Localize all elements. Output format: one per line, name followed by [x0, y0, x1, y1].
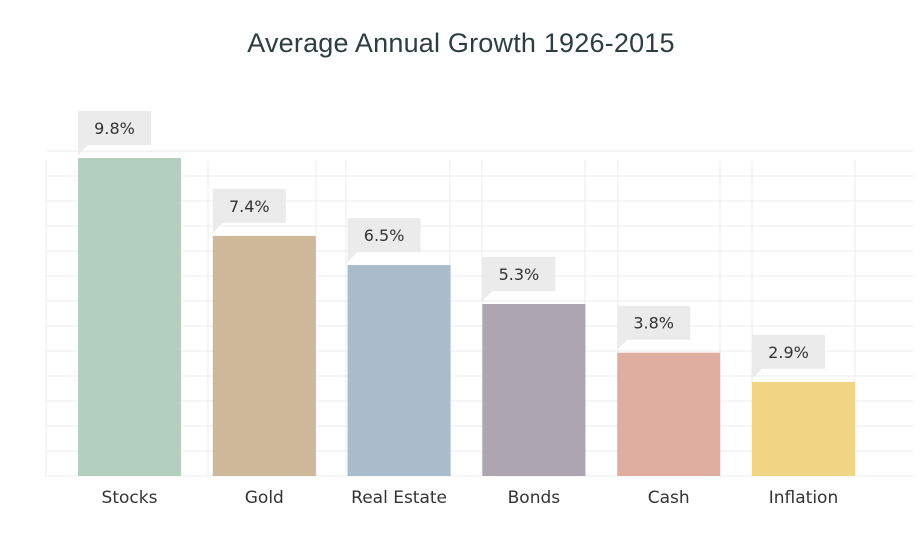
tick-label-inflation: Inflation: [769, 488, 838, 508]
tick-label-real-estate: Real Estate: [351, 488, 447, 508]
bar-stocks: [78, 158, 181, 476]
label-box-cash: [617, 305, 691, 350]
bar-bonds: [482, 304, 586, 476]
data-label-cash: 3.8%: [633, 314, 674, 333]
chart-title: Average Annual Growth 1926-2015: [247, 28, 675, 58]
data-label-inflation: 2.9%: [768, 343, 809, 362]
label-box-gold: [212, 188, 286, 233]
category-labels: Stocks Gold Real Estate Bonds Cash Inflation: [102, 488, 839, 508]
tick-label-gold: Gold: [245, 488, 284, 508]
bars: [78, 158, 855, 476]
tick-label-cash: Cash: [648, 488, 690, 508]
tick-label-stocks: Stocks: [102, 488, 158, 508]
label-box-bonds: [482, 257, 556, 302]
label-box-inflation: [752, 334, 825, 379]
bar-inflation: [752, 381, 855, 476]
bar-cash: [617, 352, 721, 476]
tick-label-bonds: Bonds: [508, 488, 561, 508]
bar-gold: [212, 235, 316, 476]
data-label-gold: 7.4%: [229, 197, 270, 216]
data-label-real-estate: 6.5%: [364, 226, 405, 245]
data-label-bonds: 5.3%: [499, 265, 540, 284]
data-labels: 9.8% 7.4% 6.5% 5.3% 3.8% 2.9%: [78, 111, 825, 379]
label-box-real-estate: [347, 218, 421, 263]
bar-real-estate: [347, 265, 451, 476]
label-box-stocks: [78, 111, 151, 155]
data-label-stocks: 9.8%: [94, 119, 135, 138]
